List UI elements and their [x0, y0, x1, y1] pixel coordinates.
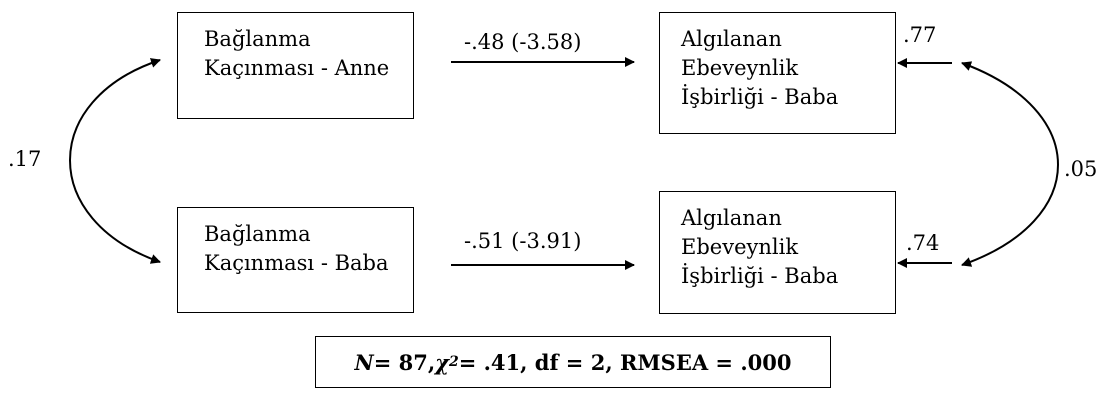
box-text-line: Kaçınması - Baba	[204, 251, 389, 275]
error-variance-bottom: .74	[906, 231, 940, 255]
box-attachment-avoidance-father: Bağlanma Kaçınması - Baba	[177, 207, 414, 313]
fit-n-label: N	[354, 349, 374, 375]
fit-n-value: = 87,	[373, 349, 436, 375]
model-fit-box: N = 87, χ 2 = .41, df = 2, RMSEA = .000	[315, 336, 831, 388]
box-attachment-avoidance-mother: Bağlanma Kaçınması - Anne	[177, 12, 414, 119]
fit-chi-superscript: 2	[448, 354, 459, 370]
covariance-right-label: .05	[1064, 157, 1098, 181]
path-coefficient-bottom: -.51 (-3.91)	[464, 229, 582, 253]
path-coefficient-top: -.48 (-3.58)	[464, 30, 582, 54]
fit-chi-label: χ	[435, 349, 449, 375]
box-text-line: Bağlanma	[204, 27, 311, 51]
box-text-line: Bağlanma	[204, 222, 311, 246]
covariance-left-label: .17	[8, 147, 42, 171]
box-text-line: İşbirliği - Baba	[681, 85, 839, 109]
box-coparenting-top: Algılanan Ebeveynlik İşbirliği - Baba	[659, 12, 896, 134]
covariance-curve-left	[69, 58, 161, 264]
box-text-line: İşbirliği - Baba	[681, 264, 839, 288]
covariance-curve-right	[961, 61, 1059, 267]
box-text-line: Algılanan	[681, 206, 782, 230]
box-text-line: Algılanan	[681, 27, 782, 51]
box-text-line: Kaçınması - Anne	[204, 56, 390, 80]
fit-stats: = .41, df = 2, RMSEA = .000	[458, 349, 792, 375]
error-variance-top: .77	[903, 23, 937, 47]
box-text-line: Ebeveynlik	[681, 235, 799, 259]
box-text-line: Ebeveynlik	[681, 56, 799, 80]
box-coparenting-bottom: Algılanan Ebeveynlik İşbirliği - Baba	[659, 191, 896, 314]
